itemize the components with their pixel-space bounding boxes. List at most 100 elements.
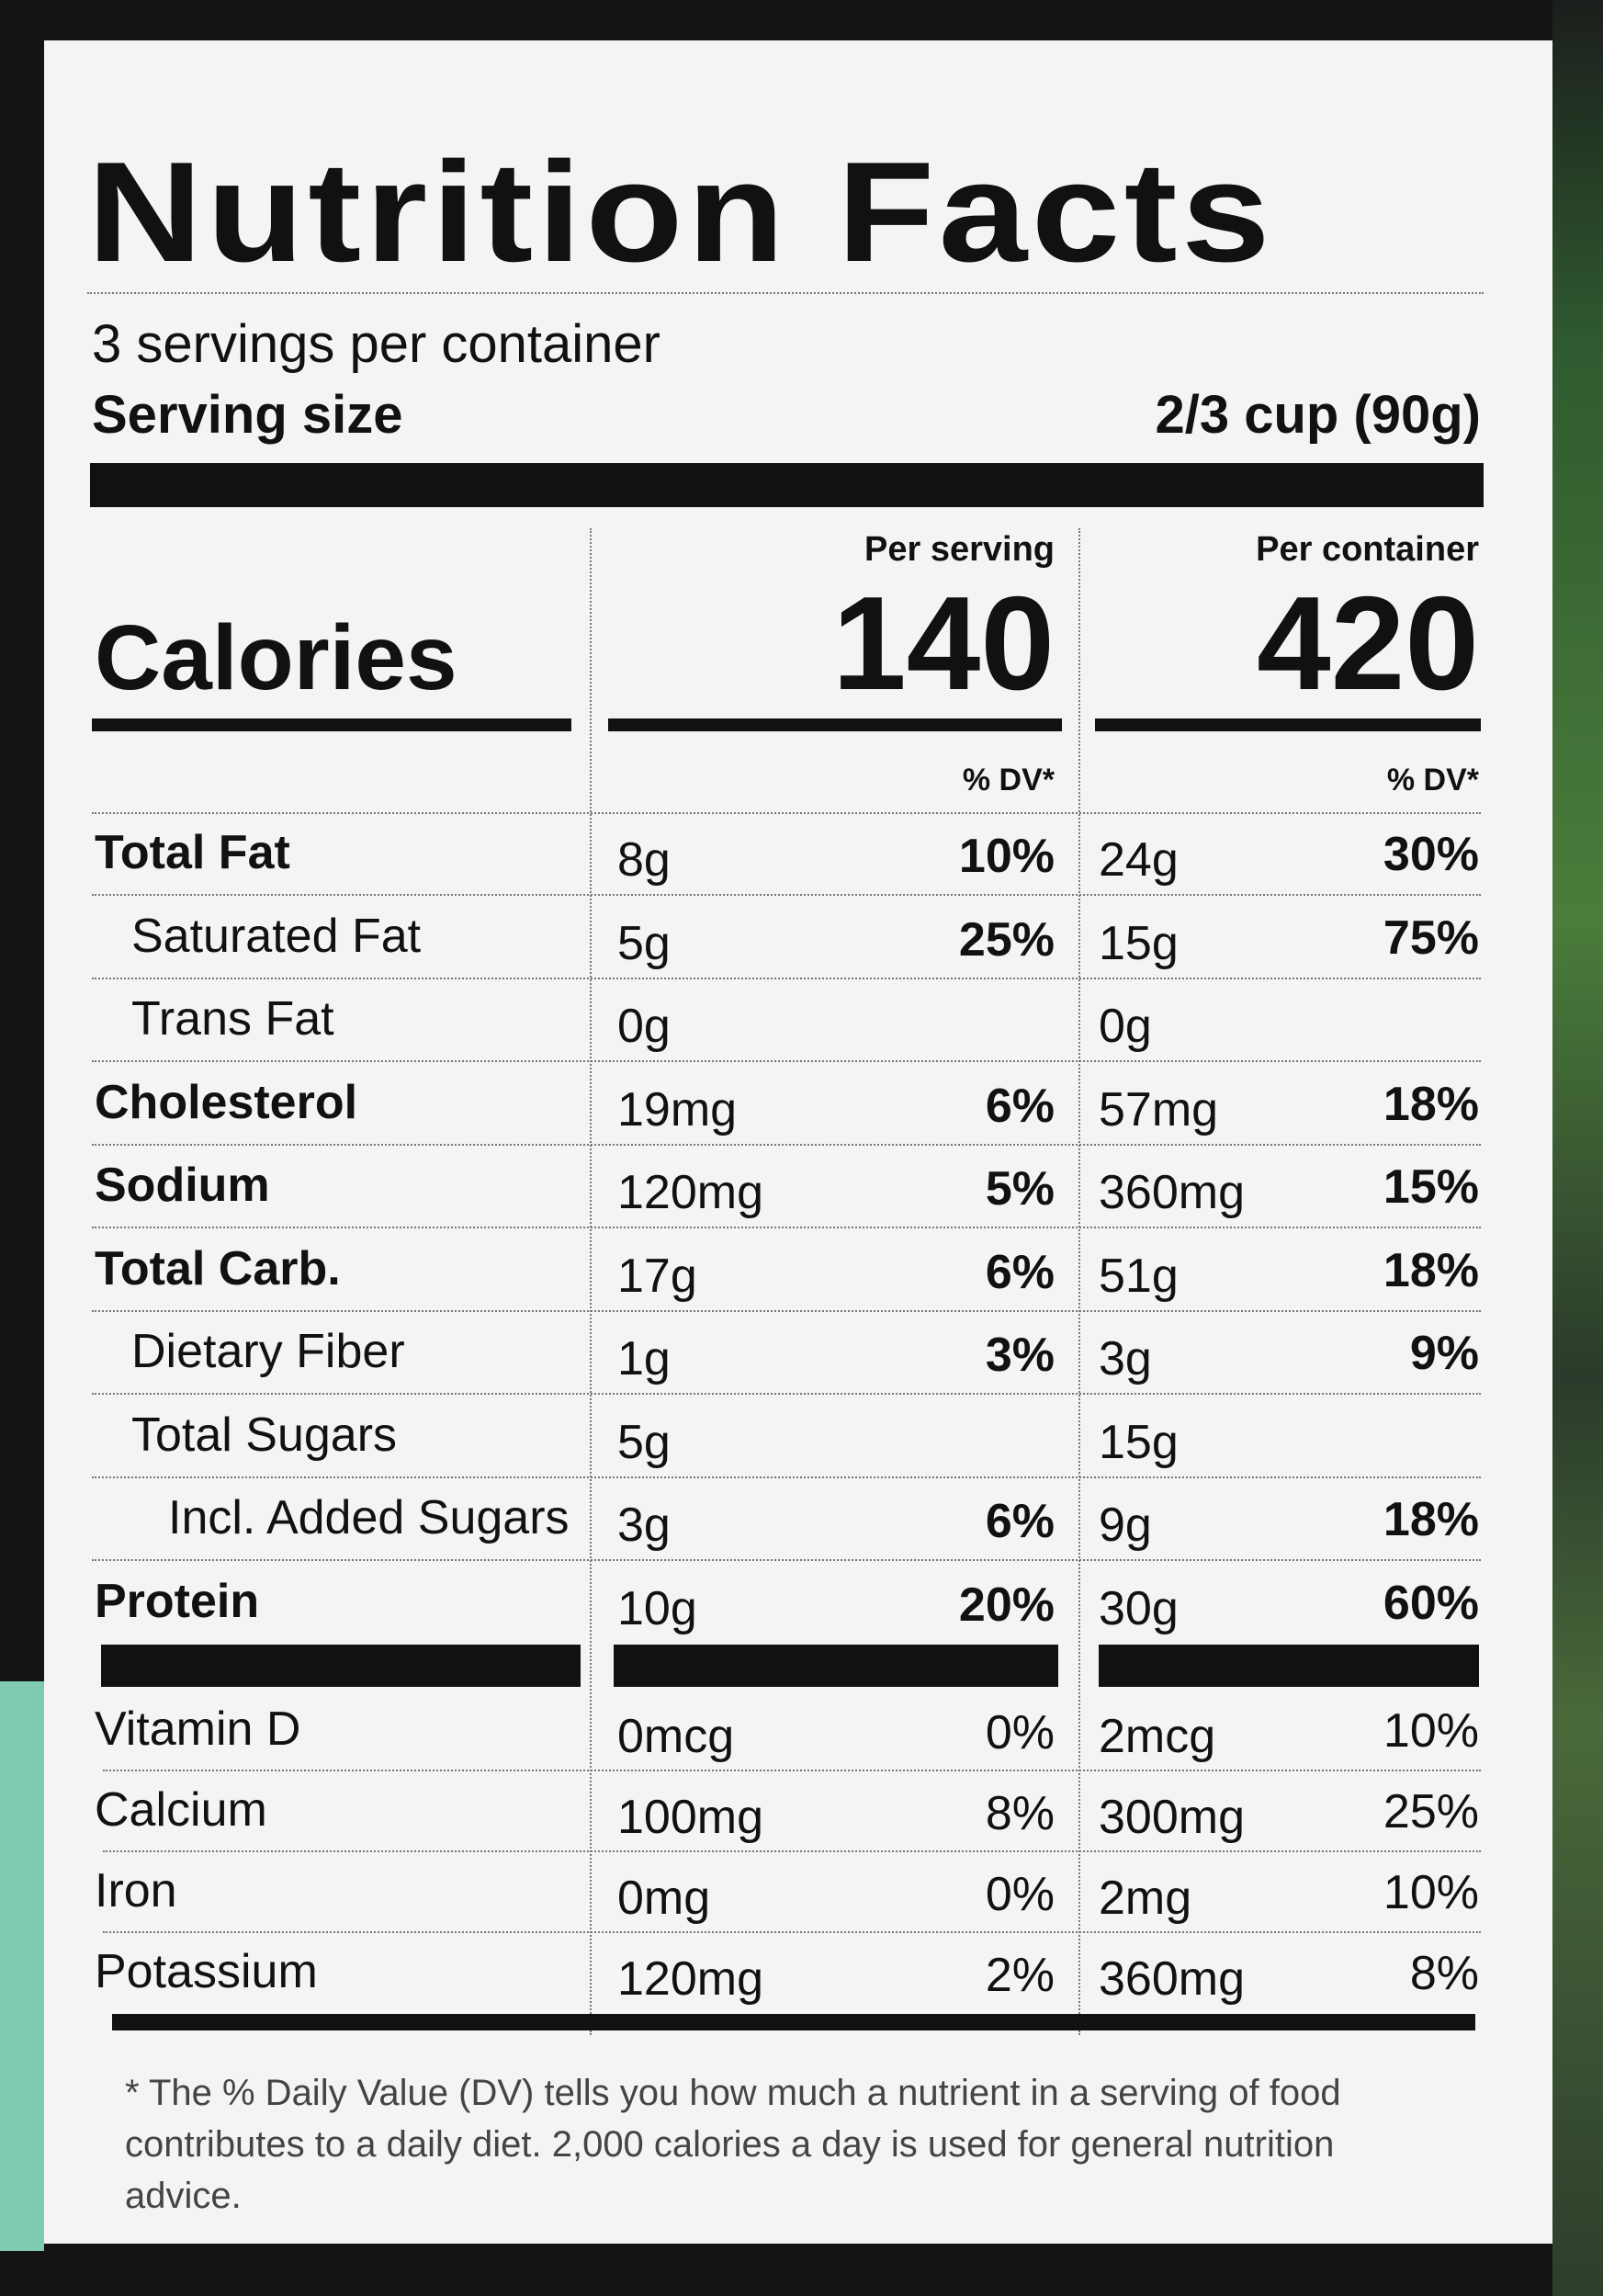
background-photo bbox=[1552, 0, 1603, 2296]
rule bbox=[614, 1645, 1058, 1687]
amount: 30g bbox=[1099, 1581, 1179, 1635]
daily-value: 18% bbox=[1383, 1077, 1479, 1131]
daily-value: 60% bbox=[1383, 1576, 1479, 1630]
amount: 10g bbox=[617, 1581, 697, 1635]
nutrient-name: Trans Fat bbox=[131, 992, 334, 1046]
daily-value: 6% bbox=[985, 1245, 1055, 1299]
daily-value: 6% bbox=[985, 1495, 1055, 1548]
separator bbox=[92, 1227, 1481, 1228]
rule bbox=[101, 1645, 581, 1687]
daily-value: 0% bbox=[985, 1868, 1055, 1921]
daily-value: 25% bbox=[1383, 1785, 1479, 1838]
amount: 120mg bbox=[617, 1166, 763, 1219]
daily-value: 3% bbox=[985, 1329, 1055, 1382]
amount: 3g bbox=[617, 1499, 671, 1552]
daily-value: 9% bbox=[1409, 1327, 1479, 1380]
nutrient-name: Total Carb. bbox=[95, 1241, 341, 1295]
amount: 120mg bbox=[617, 1952, 763, 2006]
amount: 9g bbox=[1099, 1499, 1152, 1552]
nutrient-name: Protein bbox=[95, 1574, 260, 1628]
rule bbox=[90, 463, 1484, 507]
dv-header: % DV* bbox=[1386, 763, 1479, 797]
daily-value: 5% bbox=[985, 1162, 1055, 1216]
daily-value: 20% bbox=[958, 1578, 1055, 1632]
daily-value: 6% bbox=[985, 1079, 1055, 1133]
separator bbox=[92, 977, 1481, 979]
calories-label: Calories bbox=[95, 606, 457, 709]
separator bbox=[92, 1143, 1481, 1146]
nutrient-name: Vitamin D bbox=[95, 1702, 301, 1756]
amount: 5g bbox=[617, 916, 671, 970]
amount: 300mg bbox=[1099, 1791, 1245, 1844]
daily-value: 2% bbox=[985, 1949, 1055, 2002]
rule bbox=[92, 718, 571, 731]
daily-value: 8% bbox=[1409, 1947, 1479, 2000]
rule bbox=[1095, 718, 1481, 731]
rule bbox=[608, 718, 1062, 731]
separator bbox=[92, 1476, 1481, 1478]
dv-header: % DV* bbox=[962, 763, 1055, 797]
nutrient-name: Potassium bbox=[95, 1945, 318, 1998]
nutrient-name: Calcium bbox=[95, 1783, 267, 1837]
calories-value: 140 bbox=[832, 568, 1055, 718]
nutrient-name: Total Fat bbox=[95, 826, 290, 879]
amount: 0mg bbox=[617, 1872, 711, 1925]
servings-per-container: 3 servings per container bbox=[92, 314, 660, 374]
amount: 2mcg bbox=[1099, 1710, 1216, 1763]
separator bbox=[92, 1393, 1481, 1395]
daily-value: 10% bbox=[1383, 1704, 1479, 1758]
daily-value: 18% bbox=[1383, 1243, 1479, 1297]
daily-value: 10% bbox=[1383, 1866, 1479, 1919]
amount: 360mg bbox=[1099, 1952, 1245, 2006]
separator bbox=[92, 1060, 1481, 1062]
amount: 1g bbox=[617, 1332, 671, 1386]
serving-size-label: Serving size bbox=[92, 385, 403, 445]
amount: 2mg bbox=[1099, 1872, 1192, 1925]
daily-value: 10% bbox=[958, 830, 1055, 883]
package-edge bbox=[0, 1681, 44, 2251]
separator bbox=[92, 812, 1481, 814]
daily-value: 0% bbox=[985, 1706, 1055, 1759]
nutrient-name: Dietary Fiber bbox=[131, 1325, 405, 1378]
separator bbox=[92, 1559, 1481, 1561]
amount: 15g bbox=[1099, 916, 1179, 970]
title: Nutrition Facts bbox=[87, 131, 1275, 291]
daily-value: 15% bbox=[1383, 1160, 1479, 1214]
separator bbox=[87, 292, 1484, 294]
column-header: Per container bbox=[1256, 530, 1479, 569]
calories-value: 420 bbox=[1257, 568, 1479, 718]
rule bbox=[112, 2014, 1475, 2030]
nutrient-name: Sodium bbox=[95, 1159, 270, 1212]
amount: 5g bbox=[617, 1415, 671, 1469]
daily-value: 8% bbox=[985, 1787, 1055, 1840]
amount: 100mg bbox=[617, 1791, 763, 1844]
amount: 8g bbox=[617, 833, 671, 887]
amount: 24g bbox=[1099, 833, 1179, 887]
separator bbox=[103, 1931, 1481, 1933]
amount: 0mcg bbox=[617, 1710, 735, 1763]
daily-value: 75% bbox=[1383, 910, 1479, 965]
amount: 15g bbox=[1099, 1415, 1179, 1469]
amount: 57mg bbox=[1099, 1082, 1219, 1137]
column-divider bbox=[590, 528, 592, 2035]
nutrition-label bbox=[44, 40, 1552, 2244]
daily-value: 30% bbox=[1383, 828, 1479, 881]
amount: 0g bbox=[1099, 1000, 1152, 1053]
nutrient-name: Iron bbox=[95, 1864, 177, 1917]
nutrient-name: Total Sugars bbox=[131, 1408, 398, 1462]
rule bbox=[1099, 1645, 1479, 1687]
nutrient-name: Incl. Added Sugars bbox=[168, 1491, 570, 1544]
amount: 3g bbox=[1099, 1332, 1152, 1386]
serving-size-value: 2/3 cup (90g) bbox=[1155, 385, 1481, 445]
separator bbox=[92, 894, 1481, 896]
amount: 51g bbox=[1099, 1249, 1179, 1303]
amount: 360mg bbox=[1099, 1166, 1245, 1219]
nutrient-name: Cholesterol bbox=[95, 1075, 358, 1129]
separator bbox=[92, 1309, 1481, 1312]
column-header: Per serving bbox=[864, 530, 1055, 569]
column-divider bbox=[1078, 528, 1080, 2035]
nutrient-name: Saturated Fat bbox=[131, 909, 422, 963]
amount: 17g bbox=[617, 1249, 697, 1303]
separator bbox=[103, 1850, 1481, 1852]
